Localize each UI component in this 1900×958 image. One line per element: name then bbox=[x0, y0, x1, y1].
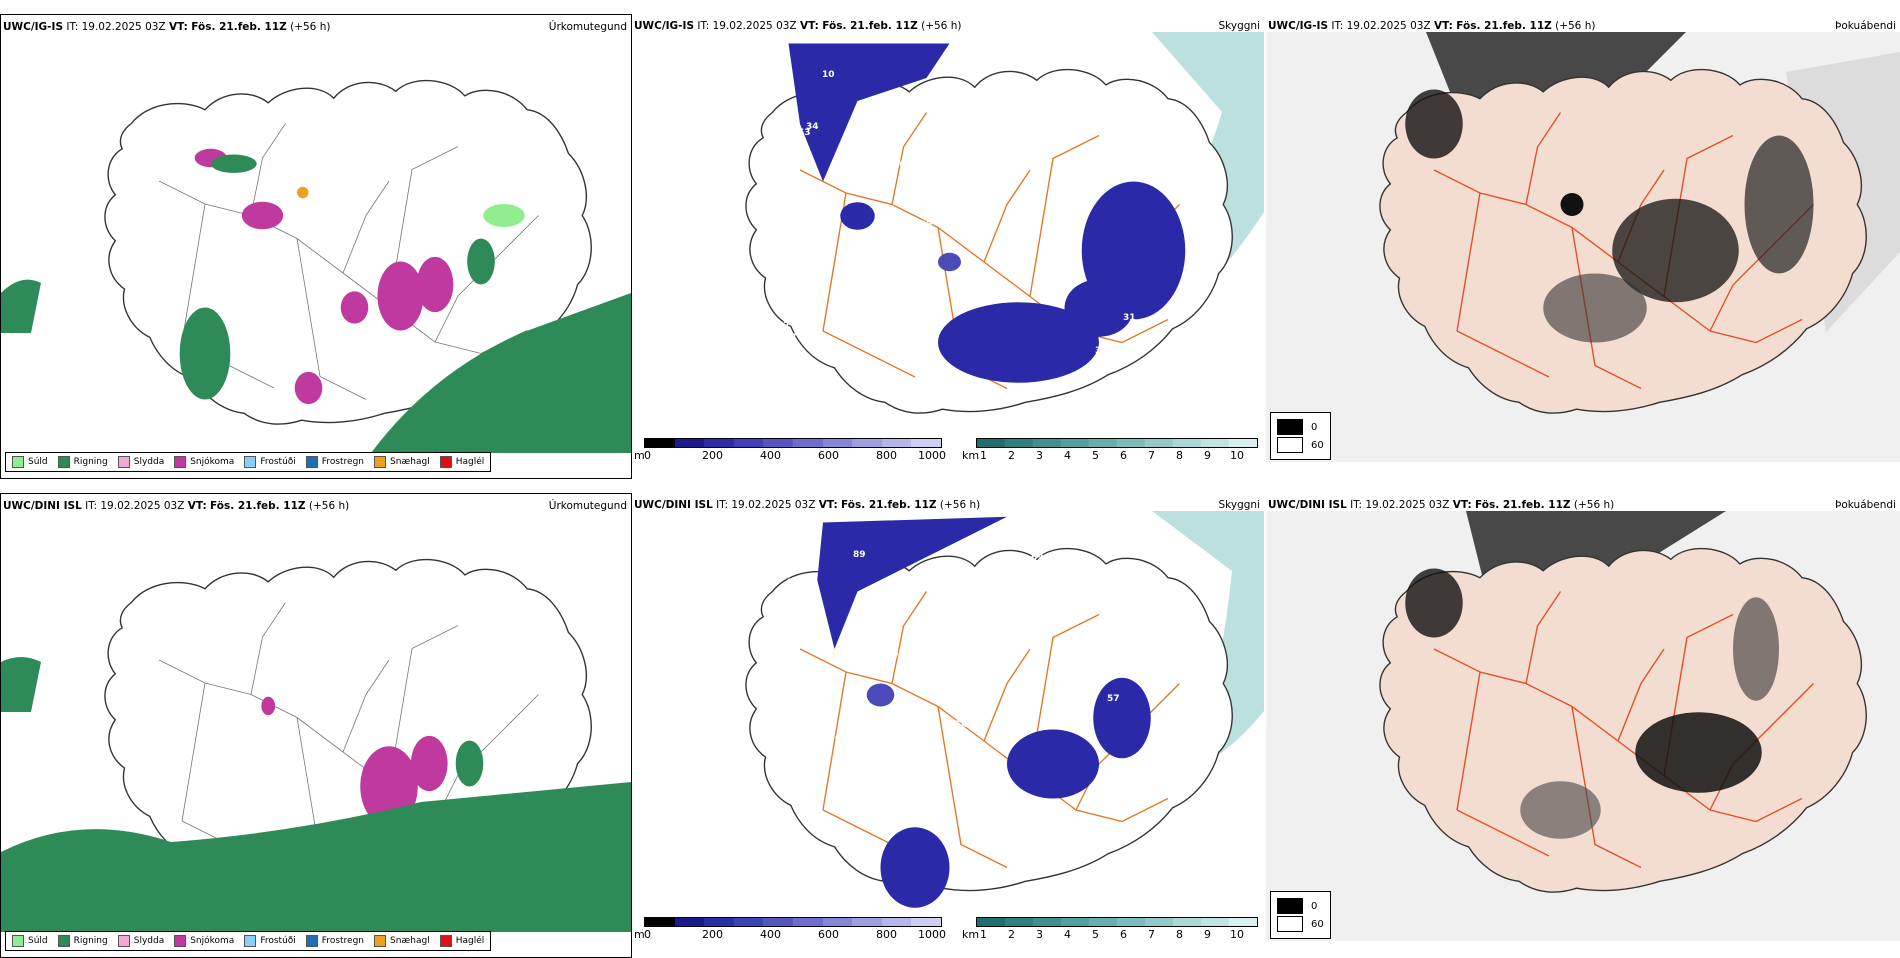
visibility-value: 40 bbox=[1141, 536, 1154, 546]
visibility-value: 40 bbox=[1098, 547, 1111, 557]
visibility-value: 34 bbox=[806, 122, 819, 132]
altitude-colorbar: m 0 200 400 600 800 1000 bbox=[634, 438, 946, 462]
precip-map bbox=[1, 79, 631, 453]
visibility-value: 18 bbox=[930, 125, 943, 135]
visibility-value: 42 bbox=[860, 285, 873, 295]
visibility-value: 16 bbox=[834, 736, 847, 746]
visibility-value: 123 bbox=[951, 126, 970, 136]
visibility-value: 57 bbox=[784, 333, 797, 343]
visibility-value: 38 bbox=[813, 287, 826, 297]
visibility-value: 108 bbox=[788, 681, 807, 691]
visibility-value: 97 bbox=[994, 826, 1007, 836]
visibility-value: 79 bbox=[1120, 659, 1133, 669]
visibility-value: 49 bbox=[847, 320, 860, 330]
visibility-value: 40 bbox=[928, 307, 941, 317]
visibility-value: 36 bbox=[993, 176, 1006, 186]
visibility-colorbar: km 1 2 3 4 5 6 7 8 9 10 bbox=[962, 438, 1262, 462]
visibility-value: 90 bbox=[948, 223, 961, 233]
visibility-value: 72 bbox=[976, 201, 989, 211]
visibility-value: 78 bbox=[983, 687, 996, 697]
visibility-value: 41 bbox=[940, 126, 953, 136]
visibility-labels: 9053895411111299123157210596827699866018… bbox=[771, 70, 1153, 361]
fog-map bbox=[1266, 511, 1900, 941]
visibility-value: 31 bbox=[1095, 346, 1108, 356]
visibility-value: 30 bbox=[893, 160, 906, 170]
visibility-value: 39 bbox=[886, 650, 899, 660]
visibility-value: 10 bbox=[822, 70, 835, 80]
visibility-value: 54 bbox=[927, 204, 940, 214]
panel-header: UWC/IG-IS IT: 19.02.2025 03Z VT: Fös. 21… bbox=[1268, 20, 1596, 32]
visibility-value: 42 bbox=[932, 82, 945, 92]
visibility-value: 53 bbox=[798, 128, 811, 138]
visibility-value: 45 bbox=[771, 179, 784, 189]
panel-title: Úrkomutegund bbox=[548, 21, 627, 33]
panel-header: UWC/IG-IS IT: 19.02.2025 03Z VT: Fös. 21… bbox=[3, 21, 331, 33]
visibility-value: 35 bbox=[858, 126, 871, 136]
visibility-value: 127 bbox=[787, 578, 806, 588]
visibility-value: 69 bbox=[792, 756, 805, 766]
visibility-value: 86 bbox=[1021, 139, 1034, 149]
visibility-value: 60 bbox=[820, 351, 833, 361]
visibility-value: 80 bbox=[884, 623, 897, 633]
panel-title: Úrkomutegund bbox=[548, 500, 627, 512]
panel-header: UWC/DINI ISL IT: 19.02.2025 03Z VT: Fös.… bbox=[634, 499, 981, 511]
visibility-value: 27 bbox=[1024, 249, 1037, 259]
fog-map bbox=[1266, 32, 1900, 462]
visibility-map: 9053895411111299123157210596827699866018… bbox=[745, 32, 1264, 414]
visibility-value: 88 bbox=[1044, 707, 1057, 717]
visibility-value: 68 bbox=[800, 188, 813, 198]
visibility-value: 89 bbox=[929, 207, 942, 217]
panel-title: Þokuábendi bbox=[1835, 20, 1896, 32]
visibility-value: 59 bbox=[1128, 346, 1141, 356]
panel-title: Þokuábendi bbox=[1835, 499, 1896, 511]
panel-header: UWC/DINI ISL IT: 19.02.2025 03Z VT: Fös.… bbox=[3, 500, 350, 512]
visibility-value: 74 bbox=[800, 800, 813, 810]
visibility-value: 57 bbox=[1107, 694, 1120, 704]
visibility-value: 64 bbox=[1066, 796, 1079, 806]
fog-key: 0 60 bbox=[1270, 891, 1331, 939]
visibility-value: 31 bbox=[1123, 313, 1136, 323]
precip-panel-top: UWC/IG-IS IT: 19.02.2025 03Z VT: Fös. 21… bbox=[0, 14, 632, 479]
visibility-value: 78 bbox=[1118, 800, 1131, 810]
visibility-value: 23 bbox=[911, 621, 924, 631]
visibility-value: 31 bbox=[1134, 152, 1147, 162]
visibility-value: 93 bbox=[916, 625, 929, 635]
visibility-value: 276 bbox=[1134, 112, 1153, 122]
fog-key: 0 60 bbox=[1270, 412, 1331, 460]
visibility-value: 111 bbox=[988, 178, 1007, 188]
precip-legend: Súld Rigning Slydda Snjókoma Frostúði Fr… bbox=[5, 452, 492, 472]
panel-header: UWC/IG-IS IT: 19.02.2025 03Z VT: Fös. 21… bbox=[634, 20, 962, 32]
panel-header: UWC/DINI ISL IT: 19.02.2025 03Z VT: Fös.… bbox=[1268, 499, 1615, 511]
visibility-value: 89 bbox=[853, 550, 866, 560]
visibility-value: 60 bbox=[909, 769, 922, 779]
altitude-colorbar: m 0 200 400 600 800 1000 bbox=[634, 917, 946, 941]
visibility-labels: 88 57 74 89 93 64 69 69 80 97 127 108 147 78 60 79 54 78 2… bbox=[787, 536, 1154, 836]
visibility-panel-bottom: UWC/DINI ISL IT: 19.02.2025 03Z VT: Fös.… bbox=[632, 493, 1264, 958]
visibility-value: 54 bbox=[955, 720, 968, 730]
visibility-value: 15 bbox=[1021, 102, 1034, 112]
visibility-colorbar: km 1 2 3 4 5 6 7 8 9 10 bbox=[962, 917, 1262, 941]
visibility-value: 99 bbox=[1015, 78, 1028, 88]
visibility-value: 54 bbox=[783, 319, 796, 329]
panel-title: Skyggni bbox=[1218, 499, 1261, 511]
visibility-value: 112 bbox=[866, 289, 885, 299]
visibility-value: 69 bbox=[1031, 553, 1044, 563]
precip-panel-bottom: UWC/DINI ISL IT: 19.02.2025 03Z VT: Fös.… bbox=[0, 493, 632, 958]
visibility-value: 40 bbox=[971, 154, 984, 164]
visibility-value: 99 bbox=[920, 220, 933, 230]
visibility-map: 88 57 74 89 93 64 69 69 80 97 127 108 147 78 60 79 54 78 2… bbox=[745, 511, 1264, 908]
panel-title: Skyggni bbox=[1218, 20, 1261, 32]
fog-panel-bottom: UWC/DINI ISL IT: 19.02.2025 03Z VT: Fös.… bbox=[1266, 493, 1900, 958]
fog-panel-top: UWC/IG-IS IT: 19.02.2025 03Z VT: Fös. 21… bbox=[1266, 14, 1900, 479]
visibility-value: 38 bbox=[1049, 95, 1062, 105]
visibility-value: 36 bbox=[932, 187, 945, 197]
precip-map bbox=[1, 558, 631, 932]
visibility-value: 147 bbox=[792, 561, 811, 571]
precip-legend: Súld Rigning Slydda Snjókoma Frostúði Fr… bbox=[5, 931, 492, 951]
visibility-panel-top: UWC/IG-IS IT: 19.02.2025 03Z VT: Fös. 21… bbox=[632, 14, 1264, 479]
visibility-value: 30 bbox=[1056, 251, 1069, 261]
